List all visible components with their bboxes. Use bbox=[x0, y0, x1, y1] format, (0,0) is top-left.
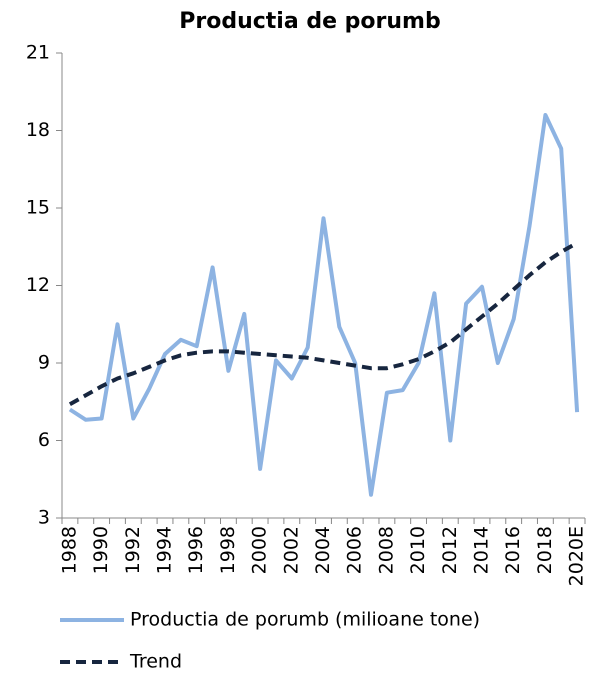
legend-label: Trend bbox=[129, 651, 182, 673]
x-tick-label: 1988 bbox=[58, 526, 80, 574]
y-tick-label: 18 bbox=[26, 119, 50, 141]
x-tick-label: 1990 bbox=[90, 526, 112, 574]
x-tick-label: 1992 bbox=[122, 526, 144, 574]
x-tick-label: 1994 bbox=[154, 526, 176, 574]
x-tick-label: 2004 bbox=[312, 526, 334, 574]
series-line bbox=[68, 241, 579, 407]
x-tick-label: 2000 bbox=[249, 526, 271, 574]
y-tick-label: 6 bbox=[38, 429, 50, 451]
y-tick-label: 15 bbox=[26, 197, 50, 219]
y-tick-label: 3 bbox=[38, 507, 50, 529]
x-tick-label: 2002 bbox=[280, 526, 302, 574]
x-tick-label: 2014 bbox=[470, 526, 492, 574]
y-tick-label: 9 bbox=[38, 352, 50, 374]
x-tick-label: 1996 bbox=[185, 526, 207, 574]
x-tick-label: 2016 bbox=[502, 526, 524, 574]
x-tick-label: 2006 bbox=[344, 526, 366, 574]
legend-label: Productia de porumb (milioane tone) bbox=[130, 609, 480, 631]
series-line bbox=[68, 113, 580, 497]
chart-title: Productia de porumb bbox=[179, 9, 440, 34]
x-tick-label: 2010 bbox=[407, 526, 429, 574]
y-tick-label: 12 bbox=[26, 274, 50, 296]
x-tick-label: 2008 bbox=[375, 526, 397, 574]
y-tick-label: 21 bbox=[26, 42, 50, 64]
x-tick-label: 1998 bbox=[217, 526, 239, 574]
x-tick-label: 2012 bbox=[439, 526, 461, 574]
x-tick-label: 2020E bbox=[566, 526, 588, 586]
x-tick-label: 2018 bbox=[534, 526, 556, 574]
